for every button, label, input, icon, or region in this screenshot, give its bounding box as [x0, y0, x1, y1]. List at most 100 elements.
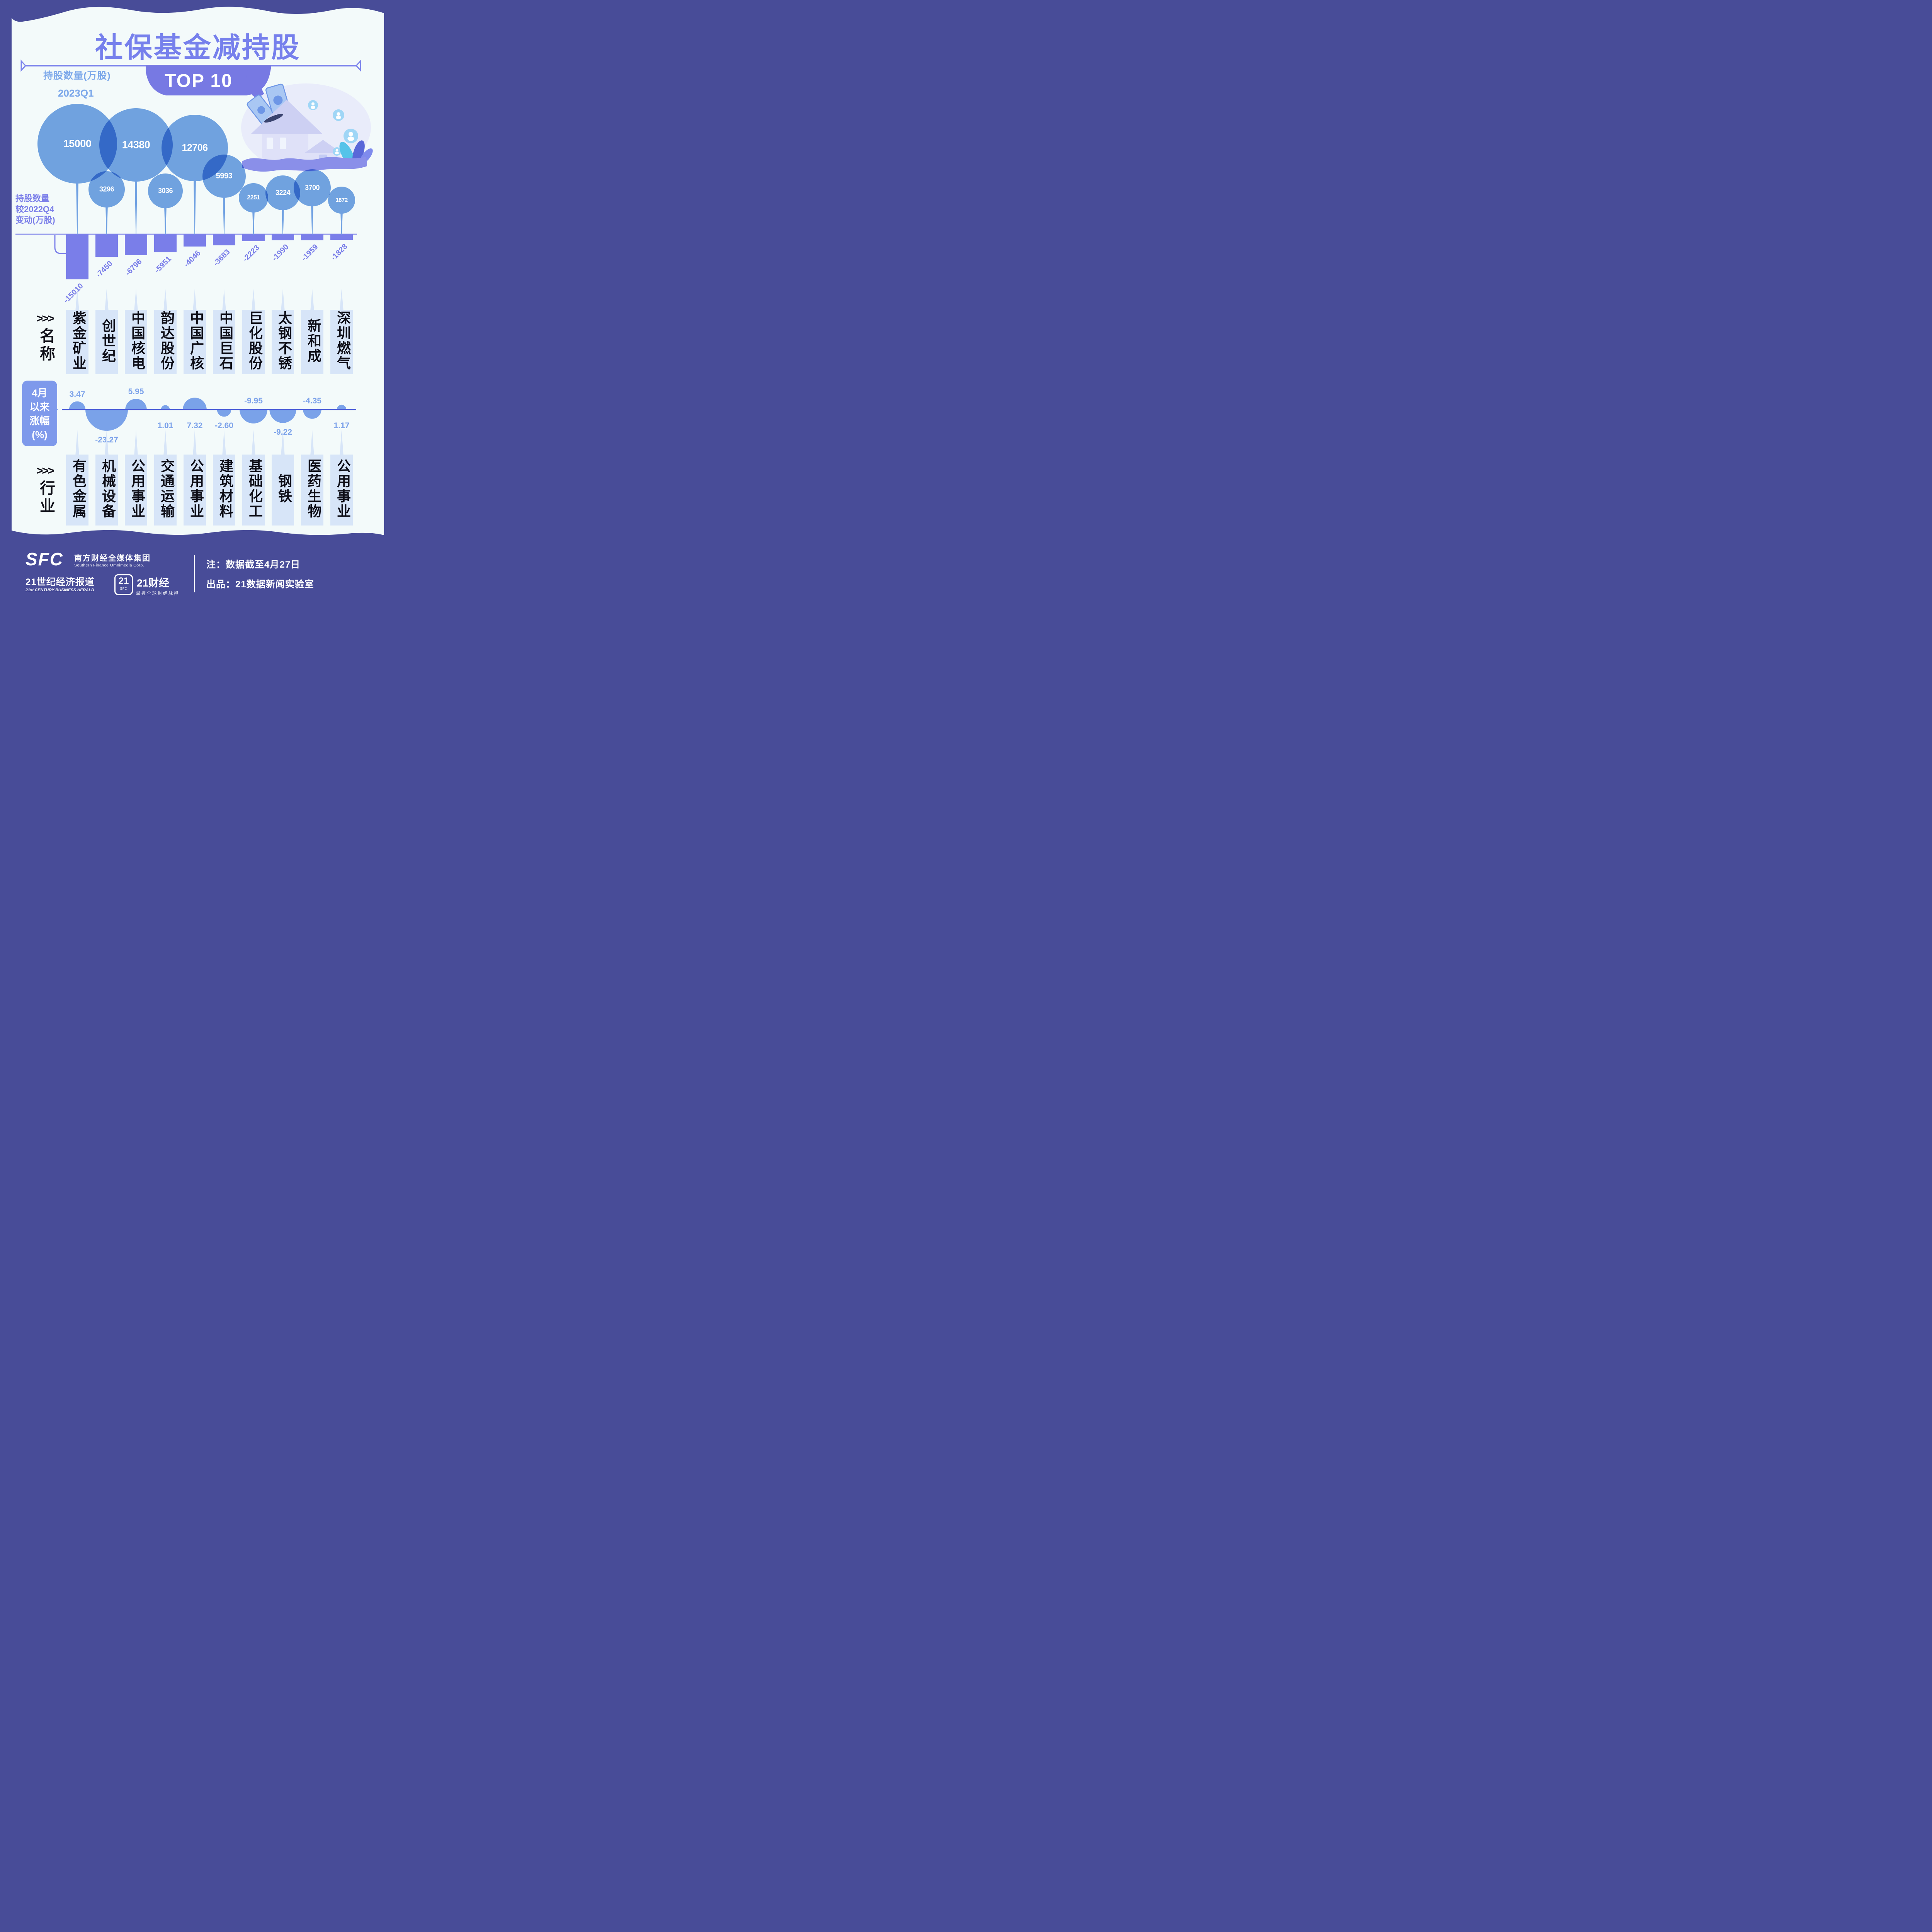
poster-card: 社保基金减持股 TOP 10 持股数量(万股) 2023Q1 持股数量 较202… — [12, 0, 384, 539]
gain-value: 3.47 — [69, 389, 85, 399]
gain-value: -4.35 — [303, 396, 321, 405]
stock-name-box: 新和成 — [301, 289, 323, 374]
sfc-logo: SFC — [26, 549, 63, 569]
industry-box: 交通运输 — [154, 430, 177, 526]
gain-bump — [125, 399, 147, 410]
industry-box: 建筑材料 — [213, 430, 235, 526]
industry-name: 有色金属 — [71, 459, 87, 519]
bubble-stem — [282, 207, 284, 235]
bubble-value: 3296 — [99, 185, 114, 193]
footer-brand-slogan: 掌握全球财经脉搏 — [136, 591, 179, 596]
industry-name: 交通运输 — [159, 459, 175, 519]
bubble-value: 15000 — [63, 138, 92, 150]
change-bar — [184, 235, 206, 247]
bar-value: -3683 — [211, 248, 232, 268]
bar-value: -7450 — [94, 259, 114, 279]
stock-name-box: 创世纪 — [95, 289, 118, 374]
change-bar — [95, 235, 118, 257]
bubble-stem — [135, 179, 137, 235]
change-axis-arrow — [54, 235, 74, 257]
bubble-stem — [194, 178, 196, 235]
industry-box: 公用事业 — [330, 430, 353, 526]
bar-value: -6796 — [123, 257, 144, 277]
bubble-stem — [252, 209, 255, 235]
industry-name: 机械设备 — [100, 459, 116, 519]
holding-bubble — [265, 175, 300, 210]
coin-icons — [308, 100, 358, 156]
holding-bubble — [294, 169, 331, 206]
infographic-poster: 社保基金减持股 TOP 10 持股数量(万股) 2023Q1 持股数量 较202… — [0, 0, 396, 610]
change-bar — [213, 235, 235, 245]
ground-wave — [242, 157, 367, 172]
change-bar — [301, 235, 323, 240]
holding-bubble — [328, 187, 355, 214]
bubble-stem — [76, 180, 78, 235]
bar-value: -1828 — [329, 242, 349, 262]
stock-name: 中国广核 — [188, 311, 204, 371]
footer-org-en: Southern Finance Omnimedia Corp. — [74, 563, 144, 568]
gain-value: 7.32 — [187, 421, 203, 430]
banner-curl — [246, 65, 273, 102]
gain-bump — [85, 410, 128, 431]
bubble-stem — [311, 203, 313, 235]
bubble-value: 3036 — [158, 187, 173, 195]
industry-name: 公用事业 — [335, 459, 351, 519]
stock-name-box: 中国核电 — [125, 289, 147, 374]
bubble-value: 1872 — [335, 197, 348, 204]
chart-canvas — [12, 0, 384, 539]
holding-bubble — [37, 104, 117, 184]
chart-layer — [15, 104, 357, 431]
stock-name-box: 巨化股份 — [242, 289, 265, 374]
top10-banner — [138, 65, 273, 102]
stock-name: 韵达股份 — [159, 311, 175, 371]
window — [267, 138, 273, 149]
gain-value: -9.95 — [244, 396, 263, 405]
gain-bump — [303, 410, 321, 419]
stock-name: 新和成 — [306, 318, 321, 364]
names-header-arrows-icon: >>> — [36, 312, 54, 325]
change-bar — [330, 235, 353, 240]
footer-producer: 出品：21数据新闻实验室 — [206, 579, 314, 590]
industry-box: 基础化工 — [242, 430, 265, 526]
gain-value: 1.17 — [333, 421, 350, 430]
gain-bump — [183, 398, 207, 410]
gain-bump — [240, 410, 267, 423]
holding-bubble — [202, 155, 246, 198]
change-bar — [154, 235, 177, 252]
stock-name: 创世纪 — [100, 318, 116, 364]
bubble-value: 3224 — [275, 189, 291, 197]
bubble-stem — [105, 204, 108, 235]
gain-bump — [337, 405, 347, 410]
window — [280, 138, 286, 149]
industry-name: 医药生物 — [306, 459, 321, 519]
bubble-value: 2251 — [247, 194, 260, 201]
stock-name: 巨化股份 — [247, 311, 263, 371]
industry-name: 基础化工 — [247, 459, 263, 519]
bubble-value: 14380 — [122, 139, 150, 151]
names-header: 名称 — [37, 328, 54, 363]
gain-value: 5.95 — [128, 387, 144, 396]
bubble-value: 5993 — [216, 172, 233, 180]
bubble-value: 12706 — [182, 142, 208, 153]
roof-slot — [264, 114, 283, 123]
bubble-stem — [340, 211, 343, 235]
stock-name-box: 深圳燃气 — [330, 289, 353, 374]
top-wave — [12, 0, 384, 22]
footer-paper-en: 21st CENTURY BUSINESS HERALD — [26, 588, 94, 592]
stock-name: 紫金矿业 — [71, 311, 87, 371]
holding-bubble — [99, 108, 173, 182]
bar-value: -4046 — [182, 249, 202, 269]
industry-name: 公用事业 — [188, 459, 204, 519]
industry-box: 医药生物 — [301, 430, 323, 526]
bar-value: -1990 — [270, 243, 291, 263]
bar-value: -5951 — [153, 255, 173, 275]
holdings-axis-label: 持股数量(万股) — [43, 70, 111, 81]
gain-bump — [69, 401, 86, 410]
footer-paper-cn: 21世纪经济报道 — [26, 577, 95, 587]
change-bar — [272, 235, 294, 240]
bottom-wave — [12, 530, 384, 539]
page-title: 社保基金减持股 — [95, 32, 301, 63]
stock-name: 太钢不锈 — [276, 311, 292, 371]
industry-name: 公用事业 — [129, 459, 145, 519]
house-illustration — [241, 83, 373, 172]
